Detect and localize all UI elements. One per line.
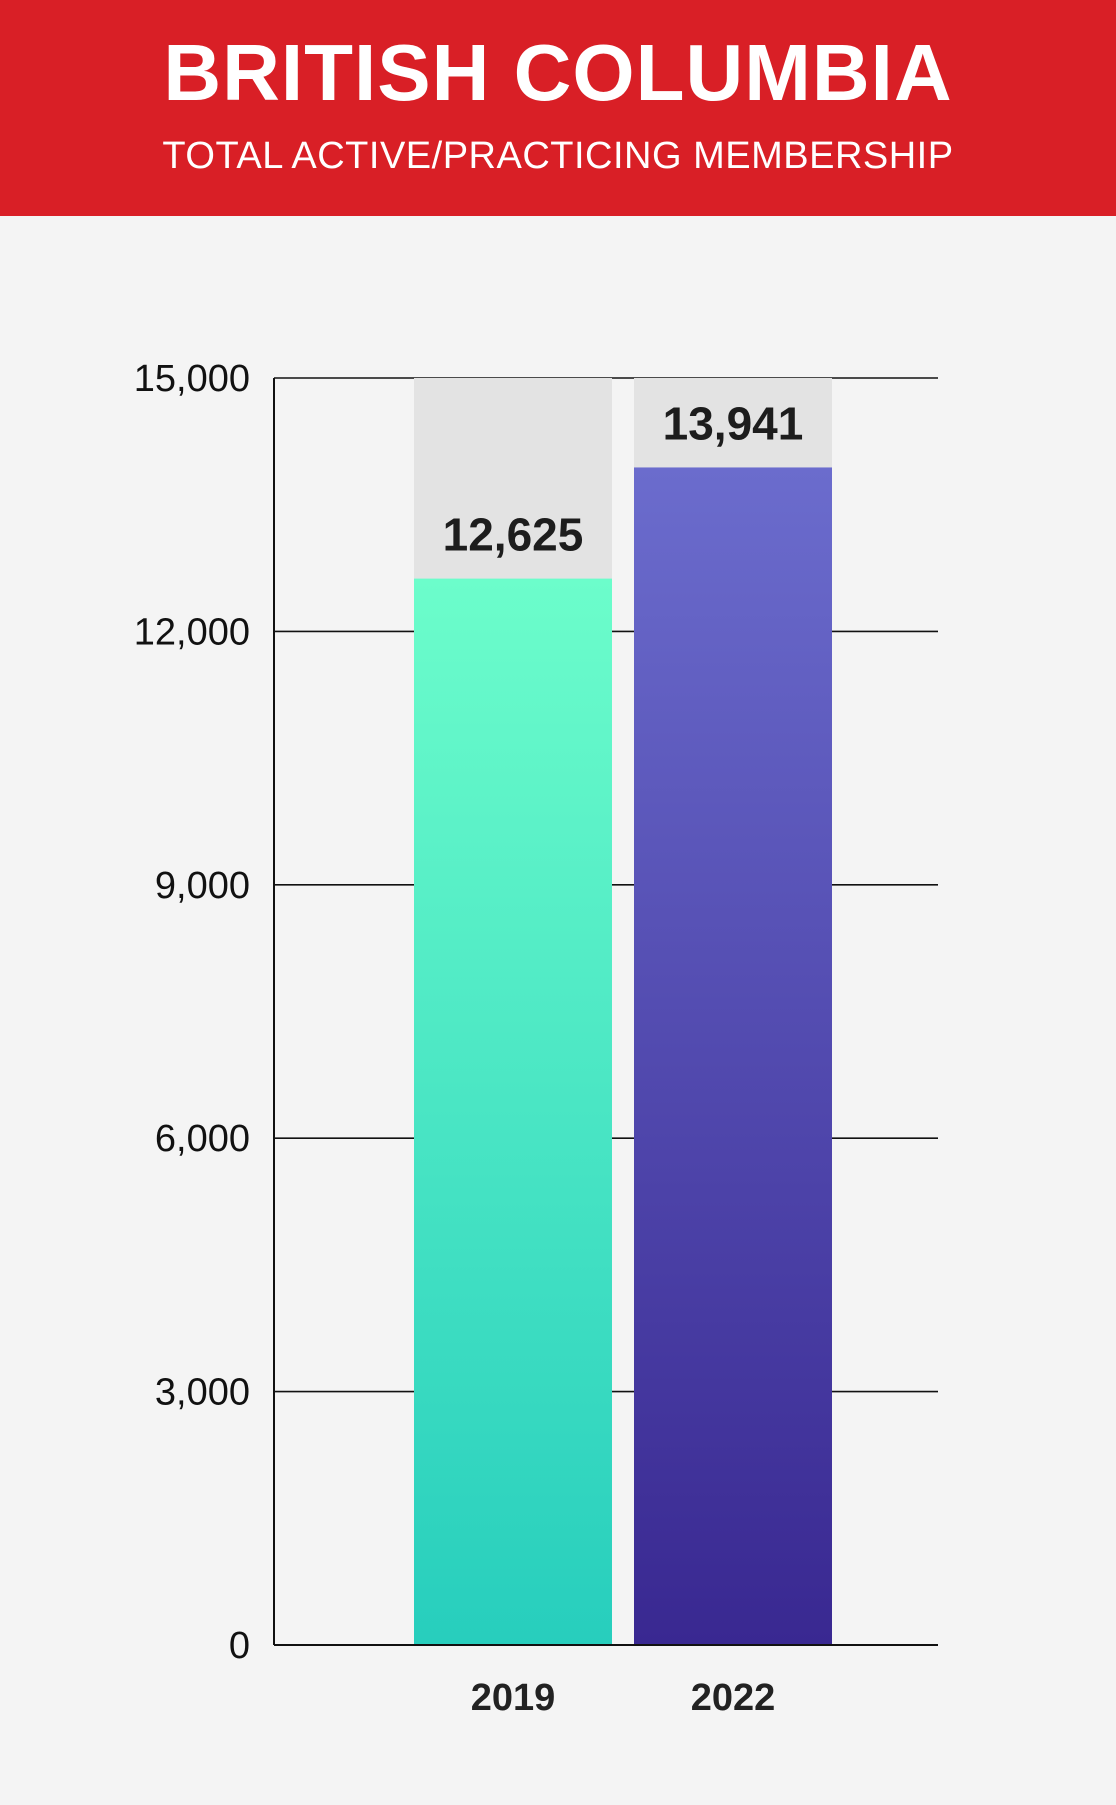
value-label: 13,941 xyxy=(663,397,804,449)
page-subtitle: TOTAL ACTIVE/PRACTICING MEMBERSHIP xyxy=(162,135,954,177)
y-tick-label: 3,000 xyxy=(155,1372,250,1414)
header-banner: BRITISH COLUMBIA TOTAL ACTIVE/PRACTICING… xyxy=(0,0,1116,216)
y-tick-label: 6,000 xyxy=(155,1118,250,1160)
labels: 0 3,000 6,000 9,000 12,000 15,000 12,625 2019 13… xyxy=(134,358,804,1719)
x-tick-label: 2022 xyxy=(691,1677,776,1719)
y-tick-label: 15,000 xyxy=(134,358,250,400)
y-tick-label: 0 xyxy=(229,1625,250,1667)
y-tick-label: 12,000 xyxy=(134,611,250,653)
page-title: BRITISH COLUMBIA xyxy=(163,28,953,117)
axes xyxy=(273,378,938,1646)
y-tick-label: 9,000 xyxy=(155,865,250,907)
x-tick-label: 2019 xyxy=(471,1677,556,1719)
bar-2022 xyxy=(634,467,832,1645)
bars xyxy=(414,378,832,1645)
value-label: 12,625 xyxy=(443,509,584,561)
bar-2019 xyxy=(414,578,612,1645)
